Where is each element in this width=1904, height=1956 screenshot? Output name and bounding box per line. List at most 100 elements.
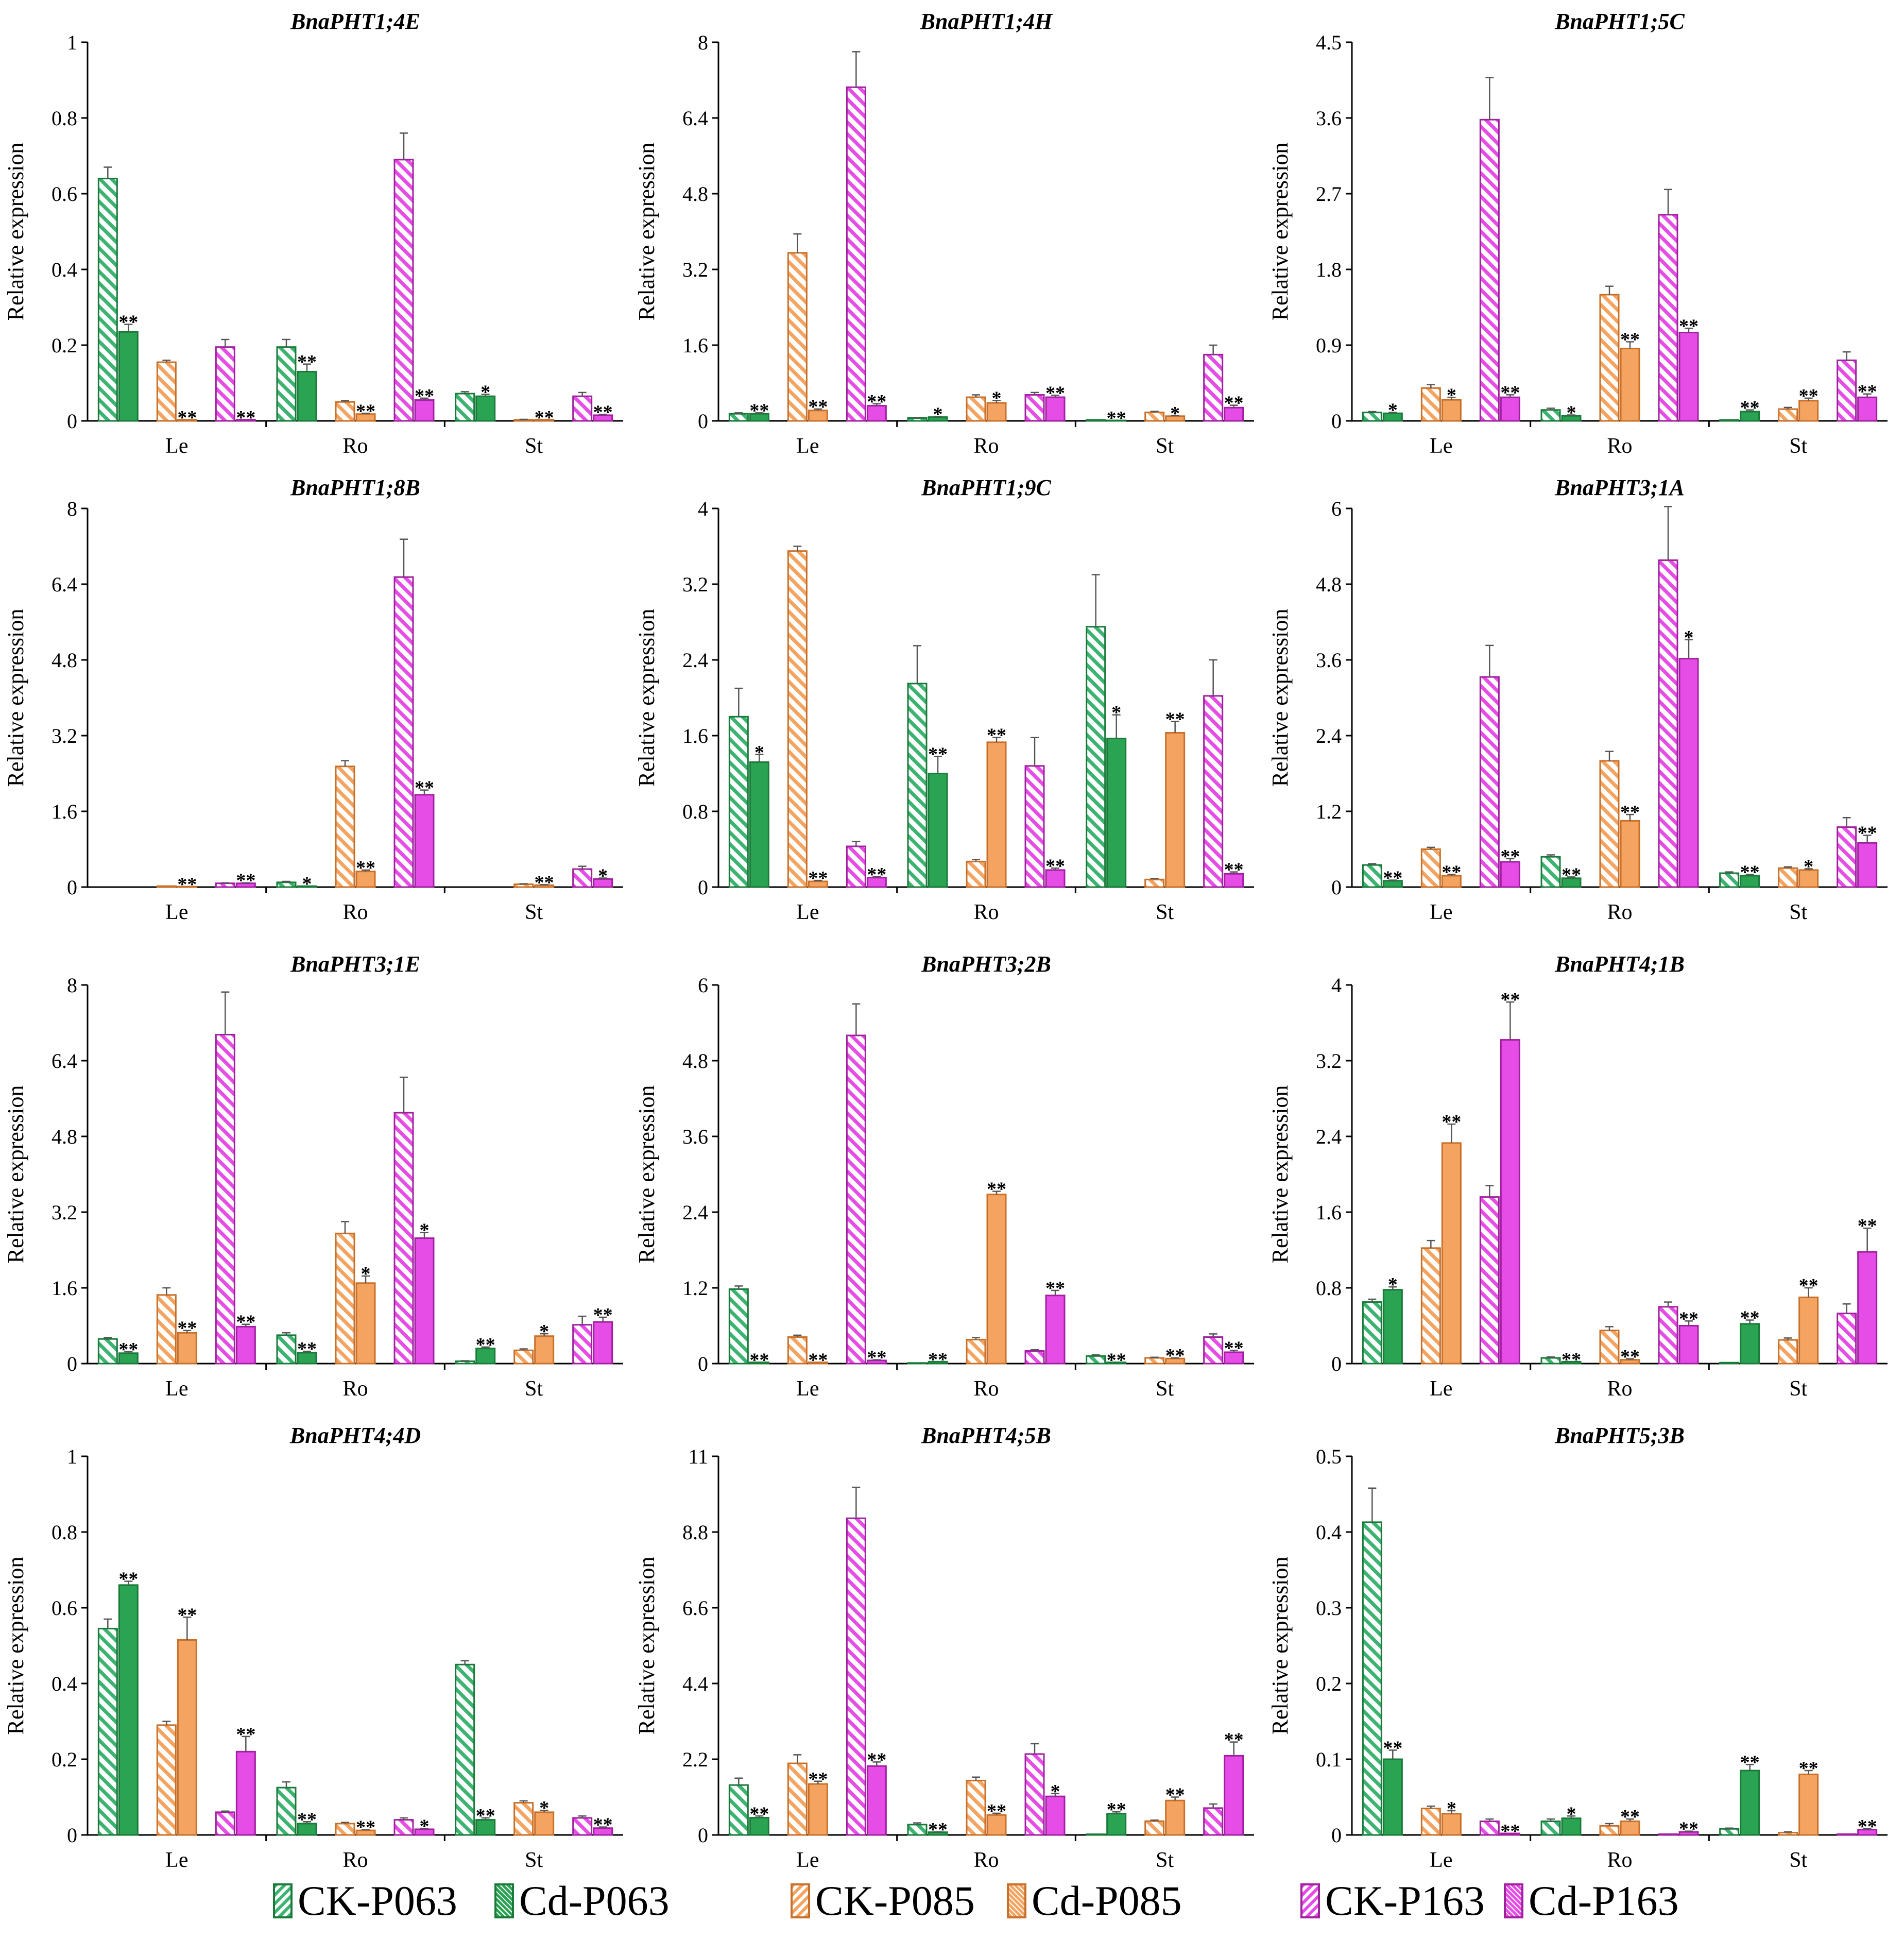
x-tick-label: Le [796, 1848, 819, 1872]
significance-label: ** [476, 1805, 495, 1827]
bar [215, 1811, 235, 1836]
x-tick-label: St [525, 1377, 543, 1401]
bar [1658, 559, 1678, 888]
significance-label: ** [1562, 1349, 1581, 1370]
bar [1599, 1825, 1620, 1836]
x-tick-label: St [1789, 434, 1807, 458]
significance-label: ** [808, 1768, 828, 1790]
significance-label: ** [987, 725, 1006, 746]
bar [393, 159, 414, 422]
bar [1500, 1832, 1520, 1836]
bar [728, 1288, 749, 1365]
bar [1837, 1313, 1857, 1365]
x-tick-label: Ro [1607, 434, 1632, 458]
y-axis-label: Relative expression [1267, 1085, 1293, 1264]
bar [276, 1334, 297, 1365]
bar [1658, 1833, 1678, 1836]
y-tick-label: 4.8 [1316, 573, 1342, 596]
y-tick-label: 0.3 [1316, 1596, 1342, 1620]
x-tick-label: Ro [342, 900, 368, 924]
bar [1086, 1355, 1106, 1365]
y-tick-label: 1.6 [682, 724, 708, 747]
bar [787, 1336, 808, 1365]
y-tick-label: 0 [698, 410, 708, 433]
y-axis-label: Relative expression [1267, 143, 1293, 321]
x-tick-label: St [1789, 1848, 1807, 1872]
significance-label: ** [1224, 859, 1244, 881]
bar [1620, 348, 1640, 422]
y-tick-label: 0 [67, 1352, 77, 1375]
bar [1203, 1807, 1224, 1836]
legend-label: CK-P085 [815, 1877, 975, 1924]
bar [907, 683, 928, 888]
y-tick-label: 0.8 [682, 800, 708, 823]
y-tick-label: 4 [698, 497, 708, 520]
bar [1798, 1773, 1819, 1836]
x-tick-label: Le [1430, 434, 1452, 458]
bar [455, 1663, 475, 1836]
significance-label: * [598, 865, 608, 887]
bar [513, 883, 534, 888]
x-tick-label: Ro [1607, 1848, 1632, 1872]
bar [808, 1783, 828, 1836]
bar [235, 1750, 256, 1836]
bar [728, 413, 749, 422]
y-tick-label: 2.4 [682, 649, 708, 672]
significance-label: ** [1107, 1799, 1126, 1821]
bar [846, 86, 866, 422]
x-tick-label: St [525, 900, 543, 924]
x-tick-label: St [525, 434, 543, 458]
y-tick-label: 0.1 [1316, 1748, 1342, 1771]
significance-label: ** [1500, 846, 1520, 868]
significance-label: ** [236, 1724, 255, 1745]
bar [1106, 419, 1127, 422]
x-tick-label: Ro [973, 1377, 999, 1401]
x-tick-label: Ro [973, 900, 999, 924]
bar [1024, 1753, 1045, 1836]
significance-label: ** [808, 1350, 828, 1371]
bar [534, 419, 555, 422]
bar [1740, 1770, 1760, 1836]
significance-label: ** [987, 1179, 1006, 1200]
y-axis-label: Relative expression [634, 1557, 659, 1735]
bar [1678, 658, 1699, 888]
bar [1540, 1357, 1561, 1365]
significance-label: ** [236, 407, 255, 429]
bar [276, 1787, 297, 1836]
bar [1500, 396, 1520, 422]
bar [1441, 1142, 1462, 1365]
chart-panel: BnaPHT1;9C Relative expression 0 0.8 1.6 2.4 3… [634, 475, 1254, 924]
bar [749, 1817, 769, 1836]
significance-label: ** [749, 1803, 769, 1825]
bar [1362, 1521, 1382, 1836]
bar [393, 576, 414, 888]
significance-label: ** [236, 870, 255, 892]
significance-label: * [1388, 1274, 1398, 1296]
bar [1224, 873, 1244, 888]
significance-label: ** [1620, 1346, 1640, 1368]
chart-title: BnaPHT3;1E [290, 951, 420, 977]
legend-label: CK-P163 [1325, 1877, 1485, 1924]
significance-label: ** [928, 1819, 948, 1841]
significance-label: ** [1107, 1350, 1126, 1371]
significance-label: ** [1858, 1215, 1877, 1237]
significance-label: * [1388, 400, 1398, 421]
y-tick-label: 1.6 [52, 1277, 77, 1300]
y-tick-label: 0 [67, 410, 77, 433]
bar [1106, 738, 1127, 888]
significance-label: * [992, 387, 1002, 409]
chart-panel: BnaPHT1;8B Relative expression 0 1.6 3.2 4.8 6… [3, 475, 623, 924]
significance-label: * [754, 742, 764, 763]
y-axis-label: Relative expression [3, 143, 28, 321]
legend-swatch-cd-p063 [494, 1883, 514, 1918]
x-tick-label: Le [165, 1377, 188, 1401]
x-tick-label: Le [165, 1848, 188, 1872]
bar [1362, 1301, 1382, 1365]
chart-title: BnaPHT1;8B [290, 475, 420, 500]
bar [1045, 1295, 1066, 1365]
significance-label: ** [118, 1339, 138, 1360]
y-tick-label: 2.2 [682, 1748, 708, 1771]
bar [1561, 1817, 1582, 1836]
x-tick-label: St [1156, 1848, 1174, 1872]
significance-label: ** [118, 1569, 138, 1590]
